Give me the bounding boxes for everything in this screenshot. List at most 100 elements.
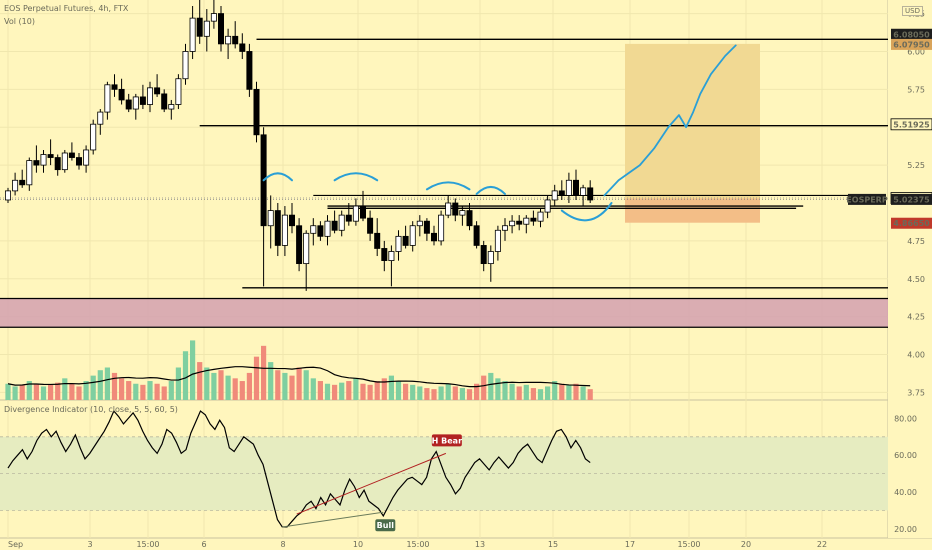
candle-body	[459, 210, 466, 216]
volume-bar	[566, 384, 572, 400]
volume-bar	[147, 381, 153, 400]
volume-bar	[119, 378, 125, 400]
volume-bar	[175, 367, 181, 400]
candle-body	[83, 149, 90, 166]
volume-bar	[76, 386, 82, 400]
rsi-tick-label: 40.00	[894, 488, 917, 497]
volume-bar	[332, 384, 338, 400]
volume-bar	[523, 384, 529, 400]
candle-body	[530, 217, 537, 222]
time-axis[interactable]: Sep 3 15:00 6 8 10 15:00 13 15 17 15:00 20 22	[8, 540, 827, 549]
bull-badge-label: Bull	[377, 521, 395, 530]
volume-bar	[296, 367, 302, 400]
volume-bar	[388, 375, 394, 400]
candle-body	[90, 123, 97, 151]
volume-bar	[552, 381, 558, 400]
candle-body	[132, 96, 139, 110]
candle-body	[61, 152, 68, 171]
volume-bar	[360, 383, 366, 400]
symbol-tag-label: EOSPERP	[846, 195, 888, 204]
volume-bar	[211, 372, 217, 400]
candle-body	[139, 96, 146, 105]
candle-body	[359, 205, 366, 219]
volume-bar	[275, 370, 281, 400]
trendline-layer[interactable]	[0, 38, 888, 289]
volume-legend[interactable]: Vol (10)	[4, 17, 35, 26]
candle-body	[516, 220, 523, 225]
candle-body	[5, 190, 11, 201]
volume-bar	[268, 362, 274, 400]
candle-body	[480, 245, 487, 265]
time-tick-label: 13	[475, 540, 485, 549]
candle-body	[19, 179, 26, 186]
candle-body	[274, 210, 281, 246]
symbol-tag	[848, 193, 886, 205]
candle-body	[338, 214, 345, 231]
candle-body	[97, 111, 104, 125]
freehand-drawing-layer[interactable]	[262, 44, 737, 222]
volume-bar	[55, 382, 61, 400]
symbol-title[interactable]: EOS Perpetual Futures, 4h, FTX	[4, 4, 129, 13]
candle-body	[76, 157, 83, 166]
candle-body	[587, 187, 594, 201]
volume-bar	[111, 372, 118, 400]
candle-body	[580, 187, 587, 196]
indicator-legend[interactable]: Divergence Indicator (10, close, 5, 5, 6…	[4, 405, 178, 414]
rsi-tick-label: 80.00	[894, 414, 917, 423]
projected-path	[603, 44, 737, 197]
time-tick-label: 6	[201, 540, 206, 549]
volume-layer	[5, 340, 593, 400]
candle-body	[402, 235, 409, 246]
currency-badge[interactable]: USD	[902, 6, 923, 16]
volume-bar	[438, 386, 444, 400]
support-zone	[0, 298, 888, 328]
price-tag-outline	[890, 118, 932, 131]
price-tag-label: 5.51925	[893, 120, 930, 129]
volume-bar	[559, 383, 565, 400]
candle-body	[189, 17, 196, 52]
volume-bar	[69, 383, 75, 400]
volume-bar	[261, 345, 267, 400]
price-tag-red	[891, 217, 932, 229]
candle-body	[146, 87, 153, 105]
price-tick-label: 4.25	[907, 313, 925, 322]
candle-body	[565, 179, 572, 196]
volume-bar	[452, 386, 458, 400]
volume-bar	[48, 384, 54, 400]
price-axis-bg	[888, 0, 932, 538]
candle-body	[210, 13, 217, 22]
volume-bar	[12, 386, 18, 400]
candle-body	[573, 179, 580, 196]
volume-bar	[126, 381, 132, 400]
candle-body	[68, 152, 75, 158]
volume-bar	[481, 375, 487, 400]
candle-body	[175, 78, 182, 105]
volume-bar	[587, 389, 593, 400]
candle-body	[551, 190, 558, 201]
volume-bar	[40, 386, 47, 400]
candle-body	[544, 199, 551, 213]
volume-bar	[509, 383, 515, 400]
volume-bar	[537, 389, 544, 400]
time-tick-label: 15:00	[406, 540, 429, 549]
volume-bar	[83, 381, 89, 400]
price-tag-dark	[891, 28, 932, 40]
volume-bar	[495, 378, 501, 400]
price-tick-label: 5.75	[907, 85, 925, 94]
price-tick-label: 3.75	[907, 388, 925, 397]
volume-bar	[502, 381, 508, 400]
price-tag-dark	[891, 193, 932, 205]
time-tick-label: 22	[817, 540, 827, 549]
price-tag-tan	[891, 38, 932, 50]
candle-body	[303, 232, 310, 265]
volume-bar	[303, 370, 309, 400]
volume-bar	[204, 367, 210, 400]
volume-bar	[232, 378, 238, 400]
candle-body	[452, 202, 459, 216]
volume-bar	[445, 383, 451, 400]
volume-bar	[282, 372, 288, 400]
pattern-arc	[475, 185, 506, 195]
volume-bar	[530, 388, 536, 400]
candle-body	[501, 225, 508, 231]
